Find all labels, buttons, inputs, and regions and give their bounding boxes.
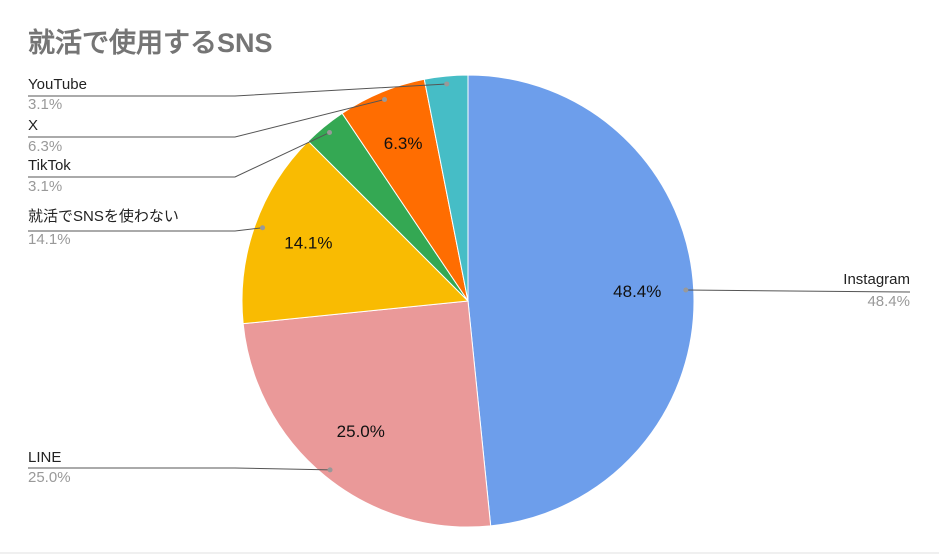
leader-line (28, 227, 263, 232)
legend-value: 48.4% (867, 293, 910, 310)
legend-label: Instagram (843, 271, 910, 288)
leader-dot (327, 130, 333, 136)
leader-line (28, 83, 447, 97)
chart-title: 就活で使用するSNS (28, 28, 273, 58)
leader-line (28, 99, 385, 138)
pie-slice (423, 74, 469, 302)
leader-dot (327, 467, 333, 473)
legend-value: 3.1% (28, 178, 62, 195)
slice-label: 14.1% (284, 234, 332, 253)
slice-label: 25.0% (337, 422, 385, 441)
pie-slice (242, 300, 492, 528)
legend-label: TikTok (28, 157, 71, 174)
leader-line (28, 467, 331, 471)
legend-label: X (28, 117, 38, 134)
legend-value: 3.1% (28, 96, 62, 113)
legend-value: 14.1% (28, 231, 71, 248)
pie-slice (241, 140, 470, 325)
leader-dot (683, 287, 689, 293)
legend-value: 25.0% (28, 469, 71, 486)
legend-label: 就活でSNSを使わない (28, 208, 179, 225)
legend-label: YouTube (28, 76, 87, 93)
slice-label: 6.3% (384, 134, 423, 153)
leader-dot (444, 81, 450, 87)
leader-dot (382, 97, 388, 103)
leader-line (685, 289, 911, 293)
leader-dot (260, 225, 266, 231)
leader-line (28, 132, 330, 178)
legend-value: 6.3% (28, 138, 62, 155)
legend-label: LINE (28, 449, 61, 466)
slice-label: 48.4% (613, 282, 661, 301)
